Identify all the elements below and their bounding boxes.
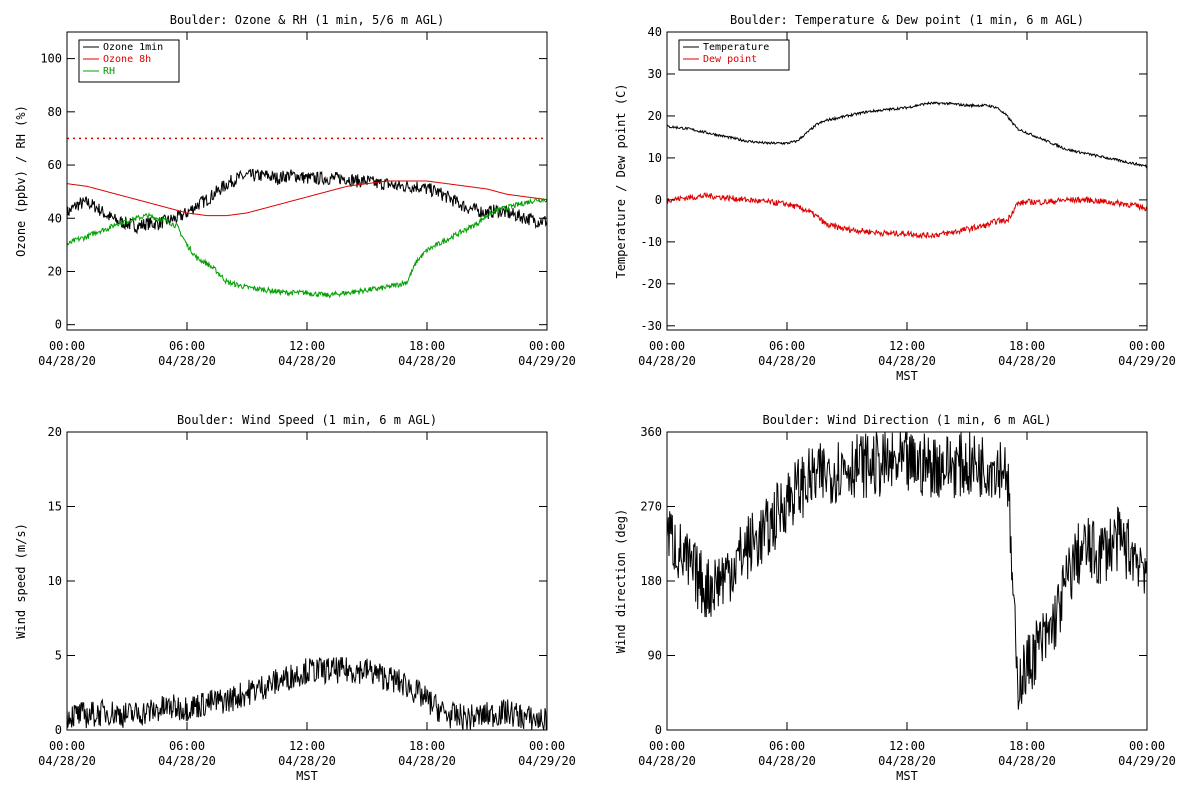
series-line-2-0 bbox=[66, 656, 548, 731]
y-tick-label: 30 bbox=[648, 67, 662, 81]
y-tick-label: 0 bbox=[655, 193, 662, 207]
x-tick-time-label: 00:00 bbox=[529, 739, 565, 753]
y-tick-label: 40 bbox=[648, 25, 662, 39]
x-tick-date-label: 04/29/20 bbox=[518, 354, 576, 368]
x-tick-date-label: 04/28/20 bbox=[38, 354, 96, 368]
series-line-ozone-8h bbox=[67, 180, 548, 217]
x-tick-time-label: 12:00 bbox=[289, 739, 325, 753]
x-tick-date-label: 04/29/20 bbox=[518, 754, 576, 768]
y-tick-label: 5 bbox=[55, 649, 62, 663]
x-tick-date-label: 04/28/20 bbox=[878, 354, 936, 368]
x-tick-date-label: 04/28/20 bbox=[398, 354, 456, 368]
x-tick-date-label: 04/29/20 bbox=[1118, 354, 1176, 368]
y-tick-label: 20 bbox=[648, 109, 662, 123]
x-tick-date-label: 04/28/20 bbox=[158, 754, 216, 768]
legend-label: RH bbox=[103, 66, 115, 77]
plot-frame bbox=[666, 31, 1148, 331]
legend-label: Ozone 8h bbox=[103, 54, 151, 65]
legend-label: Dew point bbox=[703, 54, 757, 65]
x-tick-date-label: 04/28/20 bbox=[158, 354, 216, 368]
x-axis-label: MST bbox=[896, 769, 918, 783]
y-tick-label: 60 bbox=[48, 158, 62, 172]
y-tick-label: 15 bbox=[48, 500, 62, 514]
chart-panel-1: Boulder: Temperature & Dew point (1 min,… bbox=[614, 13, 1176, 383]
y-axis-label: Wind speed (m/s) bbox=[14, 523, 28, 639]
x-tick-time-label: 18:00 bbox=[409, 339, 445, 353]
y-tick-label: 180 bbox=[640, 574, 662, 588]
x-tick-time-label: 00:00 bbox=[529, 339, 565, 353]
chart-title: Boulder: Wind Speed (1 min, 6 m AGL) bbox=[177, 413, 437, 427]
chart-title: Boulder: Ozone & RH (1 min, 5/6 m AGL) bbox=[170, 13, 445, 27]
y-tick-label: 270 bbox=[640, 500, 662, 514]
y-tick-label: 360 bbox=[640, 425, 662, 439]
y-tick-label: 100 bbox=[40, 52, 62, 66]
y-axis-label: Wind direction (deg) bbox=[614, 509, 628, 654]
series-line-3-0 bbox=[666, 432, 1148, 710]
x-tick-date-label: 04/28/20 bbox=[758, 354, 816, 368]
chart-panel-3: Boulder: Wind Direction (1 min, 6 m AGL)… bbox=[614, 413, 1176, 783]
x-tick-date-label: 04/28/20 bbox=[398, 754, 456, 768]
x-tick-time-label: 06:00 bbox=[769, 739, 805, 753]
y-tick-label: -20 bbox=[640, 277, 662, 291]
x-tick-date-label: 04/28/20 bbox=[638, 354, 696, 368]
y-tick-label: 90 bbox=[648, 649, 662, 663]
x-tick-date-label: 04/28/20 bbox=[878, 754, 936, 768]
y-tick-label: 0 bbox=[55, 723, 62, 737]
legend-label: Ozone 1min bbox=[103, 42, 163, 53]
x-tick-time-label: 06:00 bbox=[169, 739, 205, 753]
x-tick-time-label: 00:00 bbox=[649, 339, 685, 353]
x-tick-time-label: 06:00 bbox=[769, 339, 805, 353]
x-tick-date-label: 04/28/20 bbox=[638, 754, 696, 768]
series-line-dew-point bbox=[666, 191, 1147, 240]
y-tick-label: 10 bbox=[648, 151, 662, 165]
x-tick-time-label: 00:00 bbox=[49, 739, 85, 753]
x-tick-date-label: 04/28/20 bbox=[38, 754, 96, 768]
x-tick-date-label: 04/28/20 bbox=[758, 754, 816, 768]
y-tick-label: 80 bbox=[48, 105, 62, 119]
x-tick-date-label: 04/28/20 bbox=[278, 754, 336, 768]
y-tick-label: 10 bbox=[48, 574, 62, 588]
series-line-rh bbox=[66, 196, 548, 299]
x-tick-time-label: 06:00 bbox=[169, 339, 205, 353]
chart-panel-0: Boulder: Ozone & RH (1 min, 5/6 m AGL) 0 2… bbox=[14, 13, 576, 368]
x-tick-time-label: 00:00 bbox=[1129, 739, 1165, 753]
legend-box bbox=[678, 39, 790, 71]
x-tick-date-label: 04/28/20 bbox=[278, 354, 336, 368]
y-tick-label: 40 bbox=[48, 211, 62, 225]
y-tick-label: 0 bbox=[55, 318, 62, 332]
y-tick-label: -30 bbox=[640, 319, 662, 333]
series-line-temperature bbox=[666, 101, 1148, 169]
chart-title: Boulder: Wind Direction (1 min, 6 m AGL) bbox=[763, 413, 1052, 427]
plot-frame bbox=[66, 431, 548, 731]
x-tick-date-label: 04/29/20 bbox=[1118, 754, 1176, 768]
x-axis-label: MST bbox=[896, 369, 918, 383]
x-tick-time-label: 12:00 bbox=[889, 339, 925, 353]
y-tick-label: 0 bbox=[655, 723, 662, 737]
legend-label: Temperature bbox=[703, 42, 769, 53]
y-axis-label: Temperature / Dew point (C) bbox=[614, 83, 628, 278]
x-axis-label: MST bbox=[296, 769, 318, 783]
x-tick-time-label: 00:00 bbox=[649, 739, 685, 753]
x-tick-date-label: 04/28/20 bbox=[998, 754, 1056, 768]
series-line-ozone-1min bbox=[66, 168, 548, 235]
x-tick-time-label: 12:00 bbox=[889, 739, 925, 753]
x-tick-time-label: 00:00 bbox=[49, 339, 85, 353]
x-tick-time-label: 18:00 bbox=[1009, 339, 1045, 353]
x-tick-time-label: 12:00 bbox=[289, 339, 325, 353]
y-axis-label: Ozone (ppbv) / RH (%) bbox=[14, 105, 28, 257]
x-tick-time-label: 18:00 bbox=[1009, 739, 1045, 753]
chart-title: Boulder: Temperature & Dew point (1 min,… bbox=[730, 13, 1084, 27]
y-tick-label: 20 bbox=[48, 264, 62, 278]
y-tick-label: -10 bbox=[640, 235, 662, 249]
x-tick-time-label: 00:00 bbox=[1129, 339, 1165, 353]
y-tick-label: 20 bbox=[48, 425, 62, 439]
chart-panel-2: Boulder: Wind Speed (1 min, 6 m AGL) 0 5 10… bbox=[14, 413, 576, 783]
x-tick-time-label: 18:00 bbox=[409, 739, 445, 753]
x-tick-date-label: 04/28/20 bbox=[998, 354, 1056, 368]
